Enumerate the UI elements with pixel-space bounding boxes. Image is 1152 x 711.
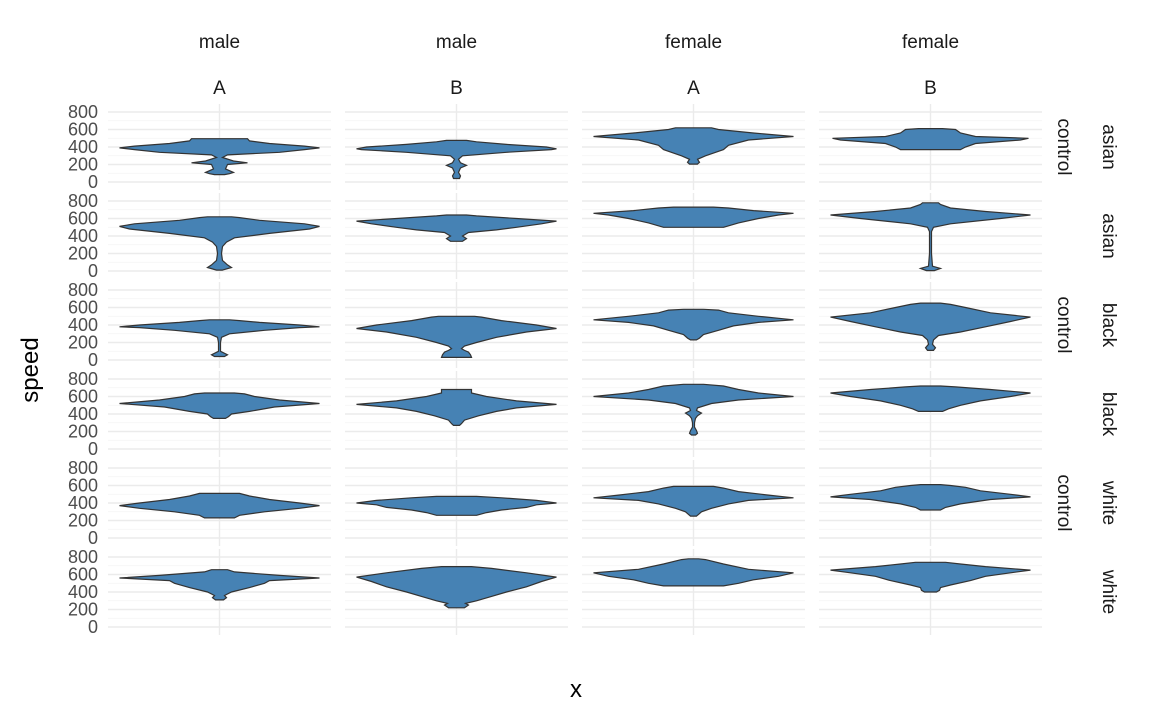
y-tick-label: 600 [68, 209, 98, 229]
strip-ethnicity-label: white [1098, 480, 1119, 525]
violin-black-treatment-female-A [593, 383, 794, 436]
strip-gender-label: female [665, 32, 722, 53]
strip-group-label: A [213, 78, 226, 99]
y-tick-label: 200 [68, 244, 98, 264]
y-tick-label: 200 [68, 422, 98, 442]
violin-white-treatment-female-B [830, 561, 1031, 593]
y-tick-label: 600 [68, 565, 98, 585]
strip-group-label: B [450, 78, 463, 99]
y-tick-label: 200 [68, 155, 98, 175]
violin-white-control-male-A [119, 492, 320, 519]
violin-asian-treatment-female-A [593, 206, 794, 228]
strip-condition-label: treatment [1053, 196, 1074, 277]
y-tick-label: 400 [68, 315, 98, 335]
strip-ethnicity-label: asian [1098, 124, 1119, 169]
y-tick-label: 0 [88, 528, 98, 548]
violin-black-control-male-B [356, 315, 557, 358]
violin-black-control-female-B [830, 302, 1031, 351]
strip-ethnicity-label: asian [1098, 213, 1119, 258]
strip-ethnicity-label: black [1098, 303, 1119, 348]
y-tick-label: 600 [68, 120, 98, 140]
strip-group-label: A [687, 78, 700, 99]
y-tick-label: 400 [68, 404, 98, 424]
y-tick-label: 0 [88, 172, 98, 192]
y-tick-label: 0 [88, 350, 98, 370]
strip-condition-label: control [1053, 118, 1074, 175]
violin-white-treatment-male-B [356, 566, 557, 609]
violin-asian-control-male-A [119, 138, 320, 176]
violin-black-treatment-male-B [356, 388, 557, 426]
y-tick-label: 600 [68, 476, 98, 496]
strip-ethnicity-label: white [1098, 569, 1119, 614]
y-tick-label: 200 [68, 511, 98, 531]
strip-condition-label: control [1053, 474, 1074, 531]
strip-gender-label: female [902, 32, 959, 53]
violin-white-control-female-A [593, 485, 794, 517]
y-tick-label: 400 [68, 582, 98, 602]
y-tick-label: 400 [68, 493, 98, 513]
violin-black-control-female-A [593, 308, 794, 341]
strip-gender-label: male [199, 32, 240, 53]
y-tick-label: 600 [68, 387, 98, 407]
y-tick-label: 800 [68, 191, 98, 211]
violin-white-treatment-female-A [593, 558, 794, 587]
strip-condition-label: control [1053, 296, 1074, 353]
y-tick-label: 200 [68, 333, 98, 353]
violin-black-treatment-male-A [119, 392, 320, 419]
violin-asian-control-female-B [832, 128, 1029, 151]
y-tick-label: 800 [68, 547, 98, 567]
strip-condition-label: treatment [1053, 374, 1074, 455]
y-tick-label: 800 [68, 369, 98, 389]
violin-asian-treatment-male-A [119, 216, 320, 271]
x-axis-title: x [570, 676, 582, 703]
y-axis-title: speed [17, 337, 44, 402]
strip-condition-label: treatment [1053, 552, 1074, 633]
violin-layer [119, 127, 1031, 609]
y-tick-label: 400 [68, 137, 98, 157]
violin-asian-control-female-A [593, 127, 794, 165]
y-tick-label: 0 [88, 261, 98, 281]
violin-white-control-male-B [356, 495, 557, 516]
tick-layer: 0200400600800020040060080002004006008000… [68, 102, 98, 637]
y-tick-label: 800 [68, 280, 98, 300]
strip-group-label: B [924, 78, 937, 99]
y-tick-label: 200 [68, 600, 98, 620]
violin-asian-treatment-male-B [356, 214, 557, 242]
grid-layer [108, 104, 1042, 635]
violin-white-treatment-male-A [119, 569, 320, 601]
y-tick-label: 600 [68, 298, 98, 318]
violin-black-treatment-female-B [830, 385, 1031, 412]
violin-asian-control-male-B [356, 139, 557, 180]
y-tick-label: 800 [68, 102, 98, 122]
y-tick-label: 400 [68, 226, 98, 246]
violin-white-control-female-B [830, 484, 1031, 511]
y-tick-label: 800 [68, 458, 98, 478]
y-tick-label: 0 [88, 439, 98, 459]
violin-asian-treatment-female-B [830, 202, 1031, 272]
strip-gender-label: male [436, 32, 477, 53]
violin-black-control-male-A [119, 319, 320, 358]
strip-ethnicity-label: black [1098, 392, 1119, 437]
y-tick-label: 0 [88, 617, 98, 637]
